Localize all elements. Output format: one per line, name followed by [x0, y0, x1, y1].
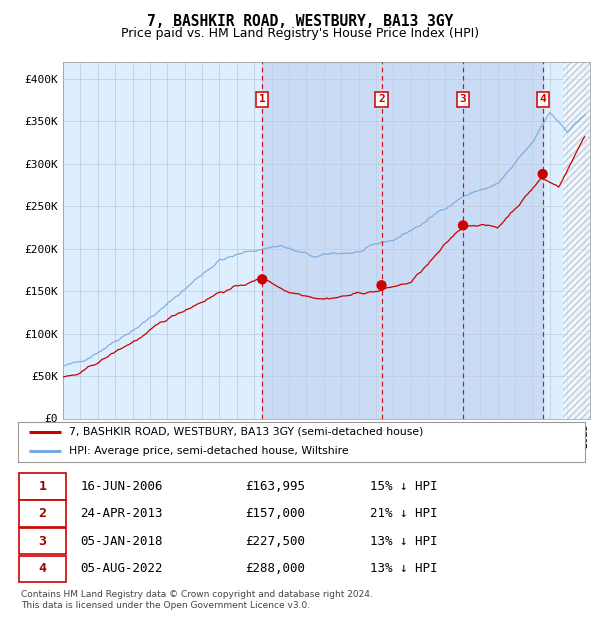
- Text: 7, BASHKIR ROAD, WESTBURY, BA13 3GY: 7, BASHKIR ROAD, WESTBURY, BA13 3GY: [147, 14, 453, 29]
- Text: 21% ↓ HPI: 21% ↓ HPI: [370, 507, 437, 520]
- Point: [257, 274, 267, 284]
- Text: 4: 4: [38, 562, 46, 575]
- Text: 24-APR-2013: 24-APR-2013: [80, 507, 163, 520]
- FancyBboxPatch shape: [19, 556, 65, 582]
- Text: £157,000: £157,000: [245, 507, 305, 520]
- Point: [458, 221, 468, 231]
- Text: Contains HM Land Registry data © Crown copyright and database right 2024.
This d: Contains HM Land Registry data © Crown c…: [21, 590, 373, 609]
- Text: 2: 2: [378, 94, 385, 104]
- Text: 4: 4: [539, 94, 546, 104]
- Text: 3: 3: [460, 94, 466, 104]
- Text: £288,000: £288,000: [245, 562, 305, 575]
- Text: 16-JUN-2006: 16-JUN-2006: [80, 480, 163, 494]
- Point: [538, 169, 547, 179]
- Text: 3: 3: [38, 534, 46, 547]
- Text: 7, BASHKIR ROAD, WESTBURY, BA13 3GY (semi-detached house): 7, BASHKIR ROAD, WESTBURY, BA13 3GY (sem…: [69, 427, 424, 436]
- FancyBboxPatch shape: [19, 474, 65, 500]
- Text: £227,500: £227,500: [245, 534, 305, 547]
- Text: £163,995: £163,995: [245, 480, 305, 494]
- FancyBboxPatch shape: [19, 500, 65, 526]
- Bar: [262, 62, 542, 419]
- Text: 1: 1: [38, 480, 46, 494]
- Text: 1: 1: [259, 94, 266, 104]
- Text: 13% ↓ HPI: 13% ↓ HPI: [370, 534, 437, 547]
- Bar: [563, 62, 600, 419]
- Text: 05-AUG-2022: 05-AUG-2022: [80, 562, 163, 575]
- Text: 05-JAN-2018: 05-JAN-2018: [80, 534, 163, 547]
- Text: Price paid vs. HM Land Registry's House Price Index (HPI): Price paid vs. HM Land Registry's House …: [121, 27, 479, 40]
- Text: 15% ↓ HPI: 15% ↓ HPI: [370, 480, 437, 494]
- Text: 13% ↓ HPI: 13% ↓ HPI: [370, 562, 437, 575]
- FancyBboxPatch shape: [19, 528, 65, 554]
- Point: [377, 280, 386, 290]
- Text: HPI: Average price, semi-detached house, Wiltshire: HPI: Average price, semi-detached house,…: [69, 446, 349, 456]
- Text: 2: 2: [38, 507, 46, 520]
